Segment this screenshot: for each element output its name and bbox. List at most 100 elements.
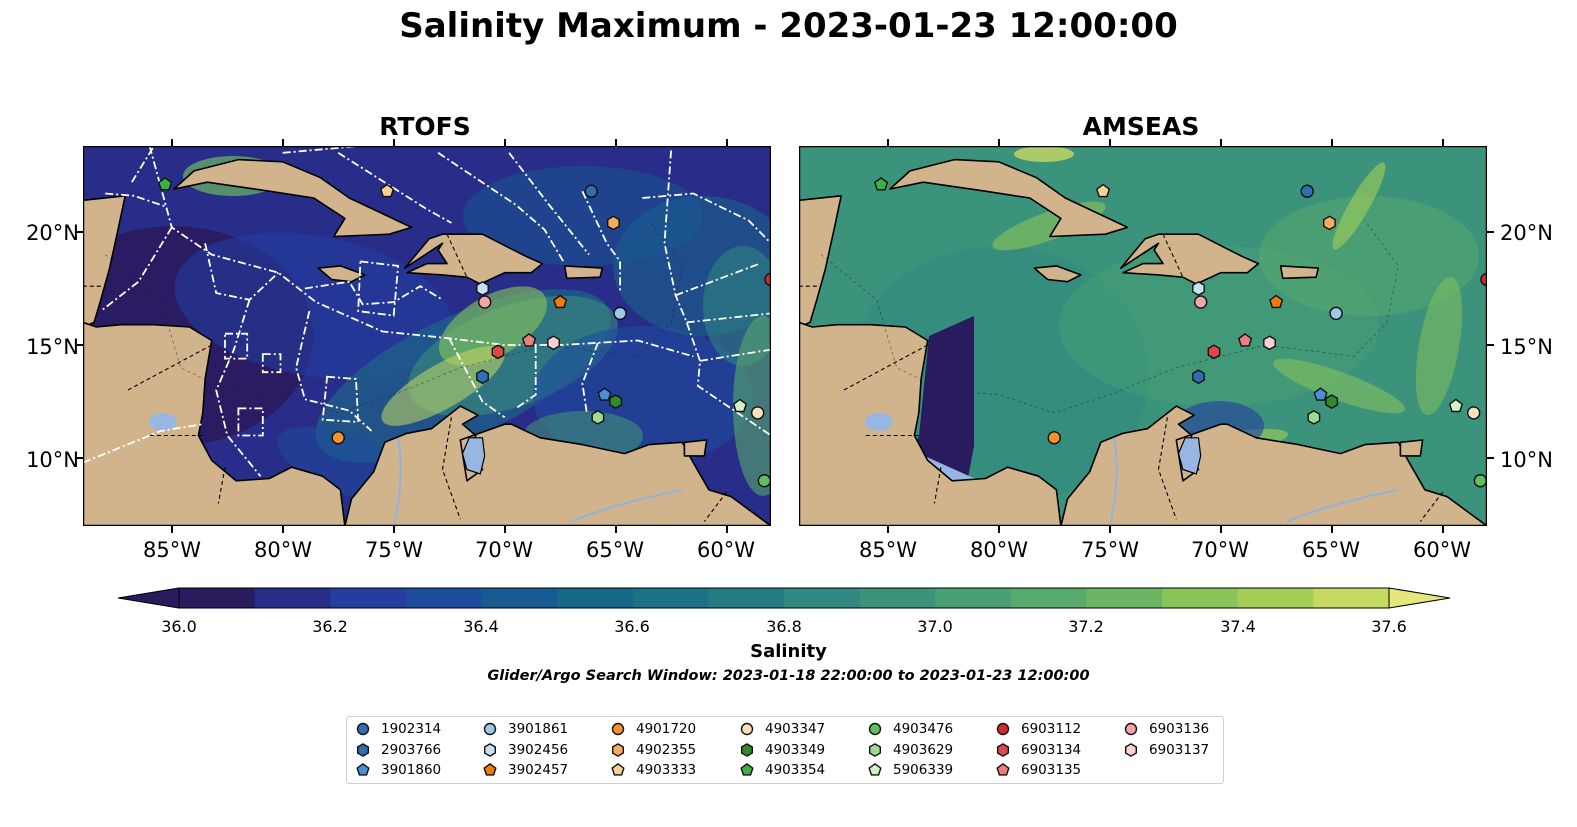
float-marker-6903135-legend [996,763,1010,776]
x-tick-mark [886,526,889,533]
country-border [1419,491,1444,522]
colorbar [117,587,1451,609]
x-tick-label: 80°W [254,538,312,562]
eez-boundary [663,150,771,437]
eez-boundary [215,299,262,477]
float-marker-4903476 [757,474,771,488]
y-tick-label: 15°N [26,335,79,359]
x-tick-label: 65°W [586,538,644,562]
y-tick-label: 10°N [26,448,79,472]
float-marker-4903354-legend [740,763,754,776]
float-marker-4903629-legend [869,742,882,757]
float-marker-3901861 [1329,306,1343,321]
landmass [83,321,346,526]
river [570,488,683,523]
legend-marker [611,722,625,736]
float-marker-4903476-legend [868,722,882,736]
landmass [317,265,366,283]
river [392,437,402,526]
panel-title-amseas: AMSEAS [1082,112,1200,141]
colorbar-bin [784,588,861,608]
country-border [1157,417,1177,520]
colorbar-tick-label: 36.6 [614,617,650,636]
colorbar-bin [254,588,331,608]
legend-item: 3901861 [482,719,568,739]
legend-label: 4903629 [893,741,954,758]
x-tick-mark [725,526,728,533]
eez-boundary [699,348,771,362]
landmass [563,265,604,280]
legend-marker [868,722,882,736]
float-marker-3902457 [1269,294,1284,309]
float-marker-4903347 [750,406,765,420]
legend-label: 2903766 [381,741,442,758]
x-tick-mark [281,139,284,146]
legend-label: 5906339 [893,762,954,778]
eez-boundary [686,312,771,324]
x-tick-label: 75°W [1081,538,1139,562]
float-marker-4901720 [1047,431,1061,445]
x-tick-mark [997,139,1000,146]
x-tick-mark [1108,139,1111,146]
legend-item: 3901860 [355,760,441,780]
x-tick-mark [1441,526,1444,533]
float-marker-4901720-legend [611,722,625,736]
eez-boundary [515,345,537,410]
country-border [843,344,928,391]
map-panel-rtofs [83,146,771,526]
colorbar-bin [481,588,558,608]
float-marker-4901720 [331,431,345,445]
x-tick-label: 60°W [1413,538,1471,562]
lake-maracaibo [1177,437,1202,475]
float-marker-3901860-legend [356,763,370,776]
country-border [703,491,728,522]
x-tick-mark [170,526,173,533]
colorbar-extend-low [117,587,180,609]
map-frame [83,146,771,526]
x-tick-mark [503,139,506,146]
salinity-patch [1259,196,1479,316]
x-tick-mark [1108,526,1111,533]
legend-marker [740,763,754,776]
x-tick-label: 85°W [859,538,917,562]
x-tick-label: 80°W [970,538,1028,562]
legend-label: 4902355 [636,741,697,758]
legend-label: 3902456 [508,741,569,758]
legend-item: 5906339 [867,760,953,780]
float-marker-4903349 [609,394,623,410]
x-tick-mark [281,526,284,533]
legend-label: 3901861 [508,721,569,737]
lake-maracaibo [461,437,486,475]
float-marker-3901860 [1313,387,1328,401]
landmass [799,321,1062,526]
salinity-patch [1415,276,1463,416]
eez-boundary [105,192,168,208]
legend-item: 6903135 [995,760,1081,780]
legend-label: 4903333 [636,762,697,778]
legend-marker [612,742,625,757]
eez-boundary [337,152,452,224]
country-border [441,417,461,520]
x-tick-mark [1441,139,1444,146]
y-tick-mark [76,231,83,233]
eez-boundary [642,192,771,244]
x-tick-mark [725,139,728,146]
colorbar-bin [708,588,785,608]
landmass [1119,233,1260,285]
x-tick-mark [392,526,395,533]
salinity-patch [1273,358,1405,414]
legend-label: 3902457 [508,762,569,778]
salinity-patch [1014,146,1074,162]
legend-marker [484,742,497,757]
float-marker-4902355-legend [612,742,625,757]
legend-label: 4903347 [765,721,826,737]
eez-boundary [131,146,155,183]
colorbar-tick-label: 36.4 [463,617,499,636]
float-marker-3902456 [476,281,489,296]
legend-label: 6903112 [1021,721,1082,737]
y-tick-mark [1487,231,1494,233]
x-tick-label: 85°W [143,538,201,562]
legend-item: 1902314 [355,719,441,739]
salinity-patch [438,286,548,366]
legend-marker [741,742,754,757]
